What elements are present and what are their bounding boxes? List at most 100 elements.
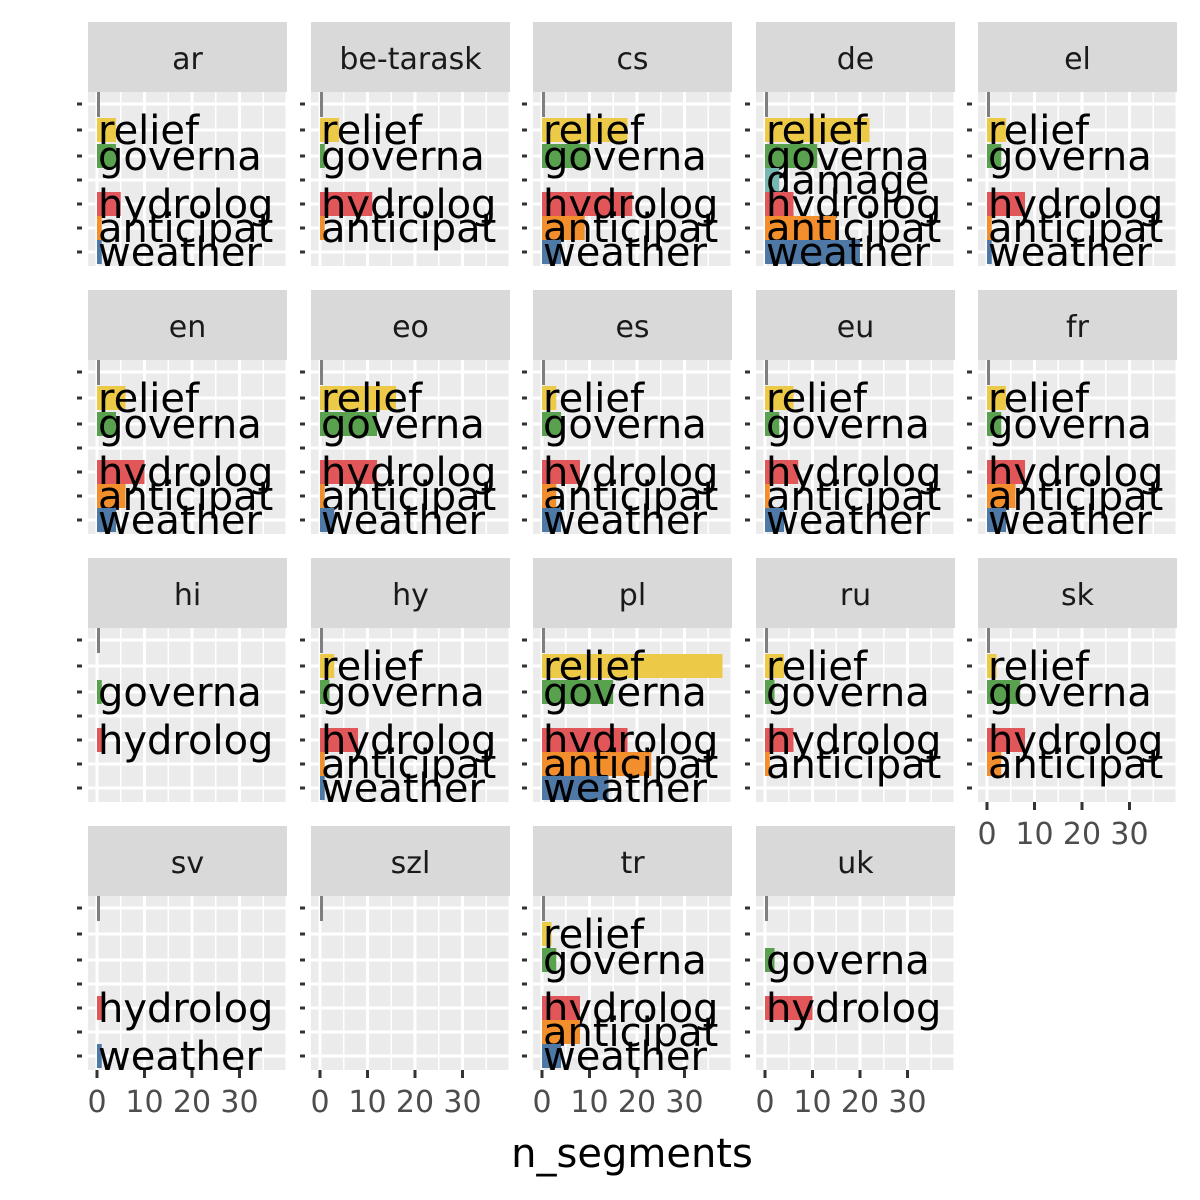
bar-anticipation xyxy=(765,216,837,240)
panel-gridlines xyxy=(978,628,1179,802)
bar-label-hydrology: hydrolog xyxy=(98,986,273,1032)
facet-strip-label: cs xyxy=(616,42,648,77)
x-tick-label: 0 xyxy=(755,1085,774,1120)
x-axis: 0 10 20 30 xyxy=(87,1070,259,1120)
bar-weather xyxy=(542,508,561,532)
x-tick-label: 10 xyxy=(125,1085,163,1120)
x-tick-label: 20 xyxy=(841,1085,879,1120)
bar-label-governance: governa xyxy=(543,938,707,984)
bar-label-anticipation: anticipat xyxy=(766,742,941,788)
bar-relief xyxy=(542,386,557,410)
bar-label-hydrology: hydrolog xyxy=(988,182,1163,228)
x-tick-label: 30 xyxy=(220,1085,258,1120)
facet-strip-label: ru xyxy=(840,578,871,613)
facet-strip xyxy=(311,558,510,628)
bar-label-anticipation: anticipat xyxy=(98,474,273,520)
bar-weather xyxy=(320,508,335,532)
bar-label-governance: governa xyxy=(321,402,485,448)
bar-governance xyxy=(320,680,330,704)
bar-label-weather: weather xyxy=(543,230,707,276)
bar-relief xyxy=(542,922,552,946)
bar-label-weather: weather xyxy=(321,498,485,544)
x-tick-label: 20 xyxy=(396,1085,434,1120)
panel-gridlines xyxy=(88,92,289,266)
bar-anticipation xyxy=(987,752,1002,776)
bar-label-relief: relief xyxy=(988,376,1090,422)
bar-governance xyxy=(987,144,1002,168)
panel-gridlines xyxy=(311,896,512,1070)
bar-label-relief: relief xyxy=(988,108,1090,154)
bar-label-weather: weather xyxy=(543,766,707,812)
bar-label-weather: weather xyxy=(321,766,485,812)
bar-governance xyxy=(765,948,775,972)
bar-label-weather: weather xyxy=(988,498,1152,544)
bar-label-hydrology: hydrolog xyxy=(321,182,496,228)
bar-relief xyxy=(320,386,396,410)
bar-governance xyxy=(97,412,116,436)
panel-gridlines xyxy=(978,92,1179,266)
facet-panel-szl: szl 0 10 20 30 xyxy=(300,826,512,1120)
bar-label-hydrology: hydrolog xyxy=(988,718,1163,764)
x-tick-label: 0 xyxy=(87,1085,106,1120)
facet-strip-label: de xyxy=(837,42,875,77)
bar-anticipation xyxy=(97,216,102,240)
bar-other xyxy=(765,360,768,385)
bar-label-governance: governa xyxy=(766,938,930,984)
facet-panel-de: de reliefgovernadamagehydrologanticipatwe… xyxy=(745,22,957,266)
bar-label-governance: governa xyxy=(98,134,262,180)
facet-strip xyxy=(978,290,1177,360)
bar-label-governance: governa xyxy=(988,670,1152,716)
x-axis: 0 10 20 30 xyxy=(977,802,1149,852)
facet-strip-label: tr xyxy=(620,846,645,881)
bar-label-hydrology: hydrolog xyxy=(98,450,273,496)
x-tick-label: 30 xyxy=(1110,817,1148,852)
bar-label-anticipation: anticipat xyxy=(321,206,496,252)
bar-damage xyxy=(765,168,780,192)
bar-other xyxy=(542,360,545,385)
bar-weather xyxy=(987,240,992,264)
panel-gridlines xyxy=(756,628,957,802)
facet-strip xyxy=(533,826,732,896)
facet-panels: arreliefgovernahydrologanticipatweatherb… xyxy=(77,22,1179,1120)
bar-hydrology xyxy=(97,996,102,1020)
bar-label-weather: weather xyxy=(543,1034,707,1080)
facet-strip xyxy=(756,558,955,628)
facet-strip xyxy=(533,290,732,360)
facet-strip-label: uk xyxy=(837,846,874,881)
bar-hydrology xyxy=(987,728,1025,752)
bar-relief xyxy=(765,654,784,678)
x-tick-label: 10 xyxy=(1015,817,1053,852)
panel-gridlines xyxy=(88,360,289,534)
bar-label-governance: governa xyxy=(988,134,1152,180)
bar-governance xyxy=(542,144,590,168)
bar-other xyxy=(320,360,323,385)
bar-label-anticipation: anticipat xyxy=(988,742,1163,788)
facet-strip xyxy=(756,290,955,360)
bar-weather xyxy=(987,508,1006,532)
bar-label-relief: relief xyxy=(766,376,868,422)
facet-strip xyxy=(978,558,1177,628)
bar-governance xyxy=(987,412,1002,436)
bar-relief xyxy=(765,118,870,142)
bar-label-anticipation: anticipat xyxy=(543,1010,718,1056)
bar-label-weather: weather xyxy=(988,230,1152,276)
bar-other xyxy=(987,628,990,653)
bar-label-weather: weather xyxy=(98,1034,262,1080)
bar-label-anticipation: anticipat xyxy=(988,206,1163,252)
bar-label-governance: governa xyxy=(98,670,262,716)
bar-hydrology xyxy=(97,460,145,484)
bar-label-anticipation: anticipat xyxy=(98,206,273,252)
